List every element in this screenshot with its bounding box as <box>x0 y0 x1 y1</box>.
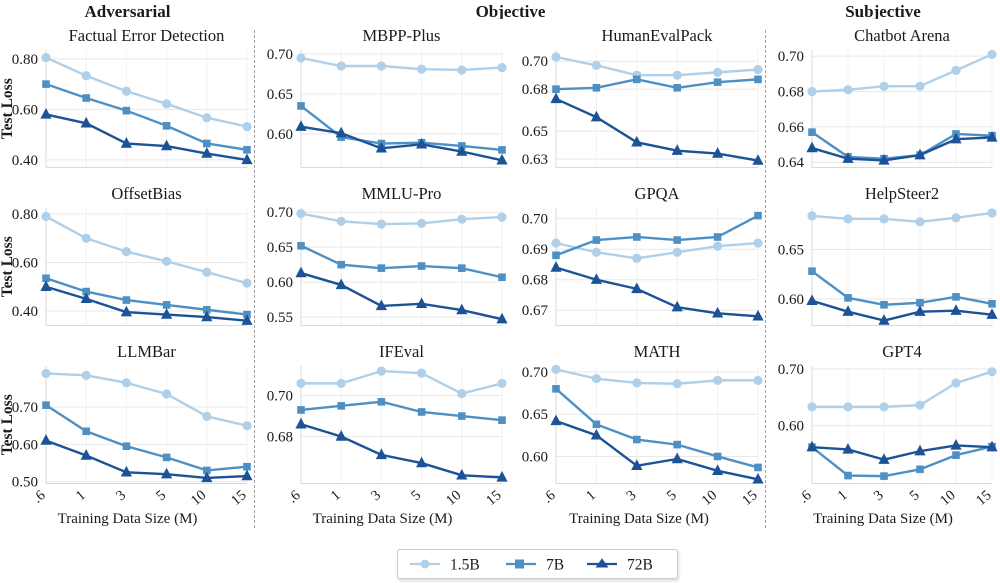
svg-text:MATH: MATH <box>634 342 681 361</box>
svg-text:0.66: 0.66 <box>778 119 805 135</box>
svg-text:0.68: 0.68 <box>778 84 804 100</box>
svg-text:0.60: 0.60 <box>778 418 804 434</box>
svg-text:7B: 7B <box>546 557 564 574</box>
svg-text:0.60: 0.60 <box>522 449 548 465</box>
svg-text:0.70: 0.70 <box>522 364 548 380</box>
svg-text:0.60: 0.60 <box>778 291 804 307</box>
svg-text:0.65: 0.65 <box>522 124 548 140</box>
svg-text:GPQA: GPQA <box>635 184 680 203</box>
svg-text:0.80: 0.80 <box>12 207 38 223</box>
svg-text:0.65: 0.65 <box>267 86 293 102</box>
svg-text:0.68: 0.68 <box>522 272 548 288</box>
svg-text:0.70: 0.70 <box>778 49 804 65</box>
svg-text:0.70: 0.70 <box>778 361 804 377</box>
svg-text:0.65: 0.65 <box>522 407 548 423</box>
svg-text:0.70: 0.70 <box>522 211 548 227</box>
svg-text:MBPP-Plus: MBPP-Plus <box>363 26 441 45</box>
svg-text:0.68: 0.68 <box>522 82 548 98</box>
svg-text:HumanEvalPack: HumanEvalPack <box>602 26 714 45</box>
svg-text:0.65: 0.65 <box>267 240 293 256</box>
svg-text:0.67: 0.67 <box>522 303 549 319</box>
svg-text:0.60: 0.60 <box>267 275 293 291</box>
svg-text:GPT4: GPT4 <box>882 342 921 361</box>
svg-text:OffsetBias: OffsetBias <box>111 184 181 203</box>
svg-text:0.68: 0.68 <box>267 429 293 445</box>
svg-text:72B: 72B <box>627 557 653 574</box>
svg-text:0.40: 0.40 <box>12 152 38 168</box>
svg-text:IFEval: IFEval <box>379 342 424 361</box>
svg-text:1.5B: 1.5B <box>450 557 480 574</box>
svg-text:Factual Error Detection: Factual Error Detection <box>69 26 225 45</box>
svg-text:0.69: 0.69 <box>522 242 548 258</box>
svg-text:0.50: 0.50 <box>12 474 38 490</box>
svg-text:0.70: 0.70 <box>522 54 548 70</box>
svg-text:0.64: 0.64 <box>778 155 805 171</box>
svg-text:0.60: 0.60 <box>267 126 293 142</box>
svg-text:LLMBar: LLMBar <box>117 342 176 361</box>
svg-text:0.70: 0.70 <box>267 388 293 404</box>
svg-text:0.55: 0.55 <box>267 310 293 326</box>
svg-text:MMLU-Pro: MMLU-Pro <box>362 184 442 203</box>
svg-text:0.70: 0.70 <box>267 47 293 63</box>
svg-text:Chatbot Arena: Chatbot Arena <box>854 26 950 45</box>
svg-text:0.63: 0.63 <box>522 152 548 168</box>
svg-text:Test Loss: Test Loss <box>0 394 16 455</box>
svg-text:0.70: 0.70 <box>267 205 293 221</box>
svg-text:Test Loss: Test Loss <box>0 78 16 139</box>
svg-text:0.40: 0.40 <box>12 303 38 319</box>
svg-text:0.65: 0.65 <box>778 242 804 258</box>
svg-text:0.80: 0.80 <box>12 51 38 67</box>
svg-text:HelpSteer2: HelpSteer2 <box>865 184 939 203</box>
svg-text:Test Loss: Test Loss <box>0 236 16 297</box>
